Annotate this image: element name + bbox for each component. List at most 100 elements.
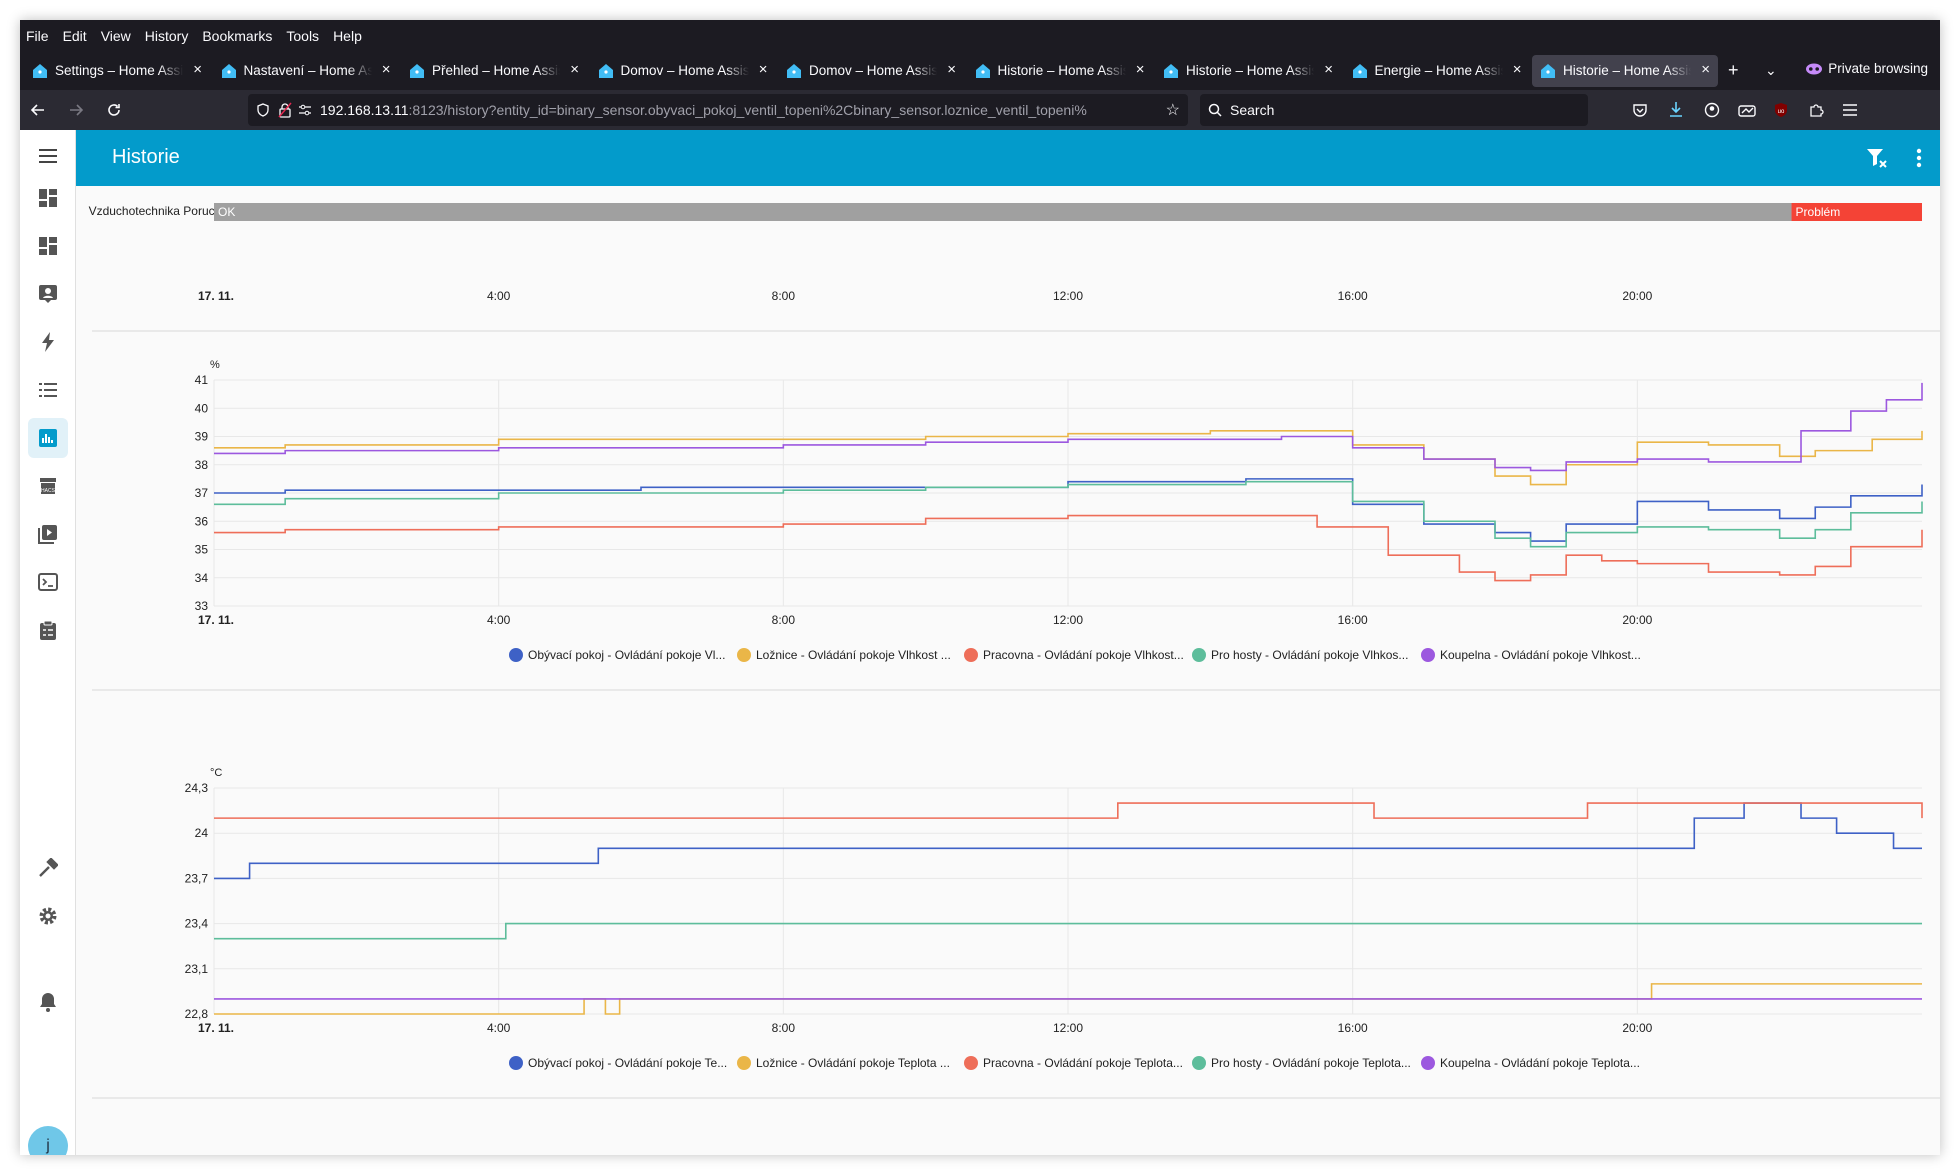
sidebar-logbook-icon[interactable] xyxy=(28,370,68,410)
close-tab-icon[interactable]: × xyxy=(193,61,202,78)
filter-remove-icon[interactable] xyxy=(1866,147,1888,169)
home-assistant-favicon-icon xyxy=(975,64,990,78)
legend-item-label: Pracovna - Ovládání pokoje Teplota... xyxy=(983,1056,1183,1070)
menu-bookmarks[interactable]: Bookmarks xyxy=(202,28,273,44)
close-tab-icon[interactable]: × xyxy=(758,61,768,78)
close-tab-icon[interactable]: × xyxy=(1324,61,1333,78)
y-tick-label: 38 xyxy=(195,458,209,472)
browser-tab[interactable]: Nastavení – Home Assistant × xyxy=(213,55,399,87)
browser-tab[interactable]: Domov – Home Assistant × xyxy=(778,55,964,87)
sidebar-terminal-icon[interactable] xyxy=(28,562,68,602)
legend-swatch xyxy=(964,648,978,662)
sidebar-todo-icon[interactable] xyxy=(28,610,68,650)
sidebar-history-icon[interactable] xyxy=(28,418,68,458)
browser-tab[interactable]: Historie – Home Assistant × xyxy=(1155,55,1341,87)
y-tick-label: 22,8 xyxy=(185,1007,209,1021)
browser-tab[interactable]: Historie – Home Assistant × xyxy=(1532,55,1718,87)
sidebar-dashboard-icon[interactable] xyxy=(28,226,68,266)
extensions-puzzle-icon[interactable] xyxy=(1808,102,1824,118)
menu-tools[interactable]: Tools xyxy=(286,28,320,44)
tab-label: Historie – Home Assistant xyxy=(1186,63,1314,78)
x-tick-label: 8:00 xyxy=(772,613,796,627)
legend-item-label: Obývací pokoj - Ovládání pokoje Te... xyxy=(528,1056,727,1070)
forward-icon[interactable] xyxy=(68,102,84,118)
sidebar-overview-icon[interactable] xyxy=(28,178,68,218)
url-text[interactable]: 192.168.13.11:8123/history?entity_id=bin… xyxy=(320,102,1135,118)
pocket-icon[interactable] xyxy=(1632,102,1648,118)
sidebar-developer-tools-icon[interactable] xyxy=(28,848,68,888)
close-tab-icon[interactable]: × xyxy=(381,61,391,78)
x-tick-label: 20:00 xyxy=(1622,1021,1652,1035)
insecure-lock-icon[interactable] xyxy=(278,102,292,118)
home-assistant-favicon-icon xyxy=(410,64,424,78)
tab-label: Historie – Home Assistant xyxy=(1563,63,1691,78)
browser-tab[interactable]: Settings – Home Assistant × xyxy=(24,55,210,87)
menu-help[interactable]: Help xyxy=(333,28,362,44)
new-tab-icon[interactable]: + xyxy=(1728,60,1739,80)
sidebar-notifications-bell-icon[interactable] xyxy=(28,982,68,1022)
menu-hamburger-icon[interactable] xyxy=(1842,103,1858,117)
menu-file[interactable]: File xyxy=(26,28,49,44)
x-tick-label: 4:00 xyxy=(487,1021,511,1035)
search-bar[interactable]: Search xyxy=(1200,94,1588,126)
close-tab-icon[interactable]: × xyxy=(1701,61,1710,78)
legend-swatch xyxy=(509,1056,523,1070)
sidebar-energy-icon[interactable] xyxy=(28,322,68,362)
close-tab-icon[interactable]: × xyxy=(947,61,956,78)
back-icon[interactable] xyxy=(30,102,46,118)
url-bar[interactable]: 192.168.13.11:8123/history?entity_id=bin… xyxy=(248,94,1188,126)
browser-tab[interactable]: Historie – Home Assistant × xyxy=(967,55,1153,87)
close-tab-icon[interactable]: × xyxy=(1135,61,1145,78)
y-tick-label: 23,1 xyxy=(185,962,209,976)
series-line xyxy=(214,802,1922,880)
shield-icon[interactable] xyxy=(256,103,270,117)
sidebar-account-box-icon[interactable] xyxy=(28,274,68,314)
legend-item-label: Pro hosty - Ovládání pokoje Vlhkos... xyxy=(1211,648,1408,662)
more-vertical-icon[interactable] xyxy=(1916,148,1922,168)
sidebar-toggle-menu-icon[interactable] xyxy=(28,136,68,176)
browser-tab[interactable]: Domov – Home Assistant × xyxy=(590,55,776,87)
x-tick-label: 17. 11. xyxy=(198,613,234,627)
sidebar-media-icon[interactable] xyxy=(28,514,68,554)
y-tick-label: 35 xyxy=(195,543,209,557)
menu-history[interactable]: History xyxy=(144,28,189,44)
downloads-icon[interactable] xyxy=(1668,101,1684,119)
url-path: :8123/history?entity_id=binary_sensor.ob… xyxy=(408,102,1087,118)
ublock-icon[interactable]: uo xyxy=(1773,102,1789,118)
y-tick-label: 34 xyxy=(195,571,209,585)
search-placeholder: Search xyxy=(1230,102,1275,118)
extension-icon[interactable] xyxy=(1738,102,1756,118)
bookmark-star-icon[interactable]: ☆ xyxy=(1165,102,1180,119)
timeline-segment-label: OK xyxy=(218,205,235,219)
tab-list-chevron-icon[interactable]: ⌄ xyxy=(1765,62,1777,78)
legend-swatch xyxy=(737,1056,751,1070)
legend-swatch xyxy=(1192,1056,1206,1070)
permissions-icon[interactable] xyxy=(298,104,312,116)
y-tick-label: 24,3 xyxy=(185,781,209,795)
menu-view[interactable]: View xyxy=(100,28,131,44)
browser-tab[interactable]: Energie – Home Assistant × xyxy=(1344,55,1530,87)
home-assistant-favicon-icon xyxy=(787,64,801,78)
close-tab-icon[interactable]: × xyxy=(1512,61,1522,78)
tab-label: Energie – Home Assistant xyxy=(1374,63,1503,78)
home-assistant-favicon-icon xyxy=(1352,64,1367,78)
browser-tab[interactable]: Přehled – Home Assistant × xyxy=(401,55,587,87)
menu-edit[interactable]: Edit xyxy=(62,28,87,44)
legend-item-label: Koupelna - Ovládání pokoje Vlhkost... xyxy=(1440,648,1641,662)
home-assistant-favicon-icon xyxy=(33,64,47,78)
timeline-segment xyxy=(1791,203,1922,221)
x-tick-label: 12:00 xyxy=(1053,613,1083,627)
x-tick-label: 20:00 xyxy=(1622,613,1652,627)
sidebar-hacs-icon[interactable]: HACS xyxy=(28,466,68,506)
user-avatar[interactable]: j xyxy=(28,1126,68,1155)
legend-item-label: Obývací pokoj - Ovládání pokoje Vl... xyxy=(528,648,725,662)
svg-text:uo: uo xyxy=(1778,109,1785,115)
timeline-time-tick: 16:00 xyxy=(1338,289,1368,303)
temperature-chart: °C 22,8 23,1 23,4 23,7 24 24,3 17. 11. 4:00 8:00 1… xyxy=(92,767,1940,1099)
close-tab-icon[interactable]: × xyxy=(570,61,579,78)
account-icon[interactable] xyxy=(1704,102,1720,118)
y-axis-unit: °C xyxy=(210,767,222,779)
tab-bar: Settings – Home Assistant×Nastavení – Ho… xyxy=(20,52,1940,90)
reload-icon[interactable] xyxy=(106,102,122,118)
sidebar-settings-gear-icon[interactable] xyxy=(28,896,68,936)
